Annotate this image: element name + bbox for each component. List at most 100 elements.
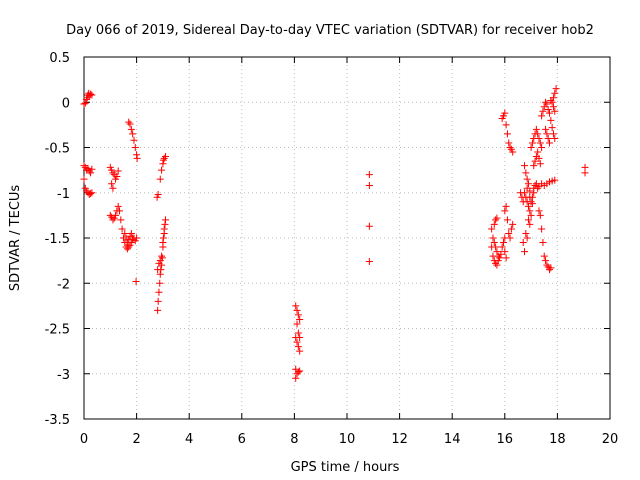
data-point (551, 89, 559, 97)
data-point (503, 130, 511, 138)
data-point (549, 130, 557, 138)
x-tick-label: 4 (185, 432, 193, 447)
x-tick-label: 12 (391, 432, 408, 447)
x-tick-label: 18 (549, 432, 566, 447)
data-point (154, 297, 162, 305)
data-point (549, 103, 557, 111)
data-point (493, 261, 501, 269)
data-point (116, 207, 124, 215)
data-point (162, 153, 170, 161)
data-point (528, 200, 536, 208)
data-point (544, 105, 552, 113)
y-tick-label: -3 (57, 368, 70, 383)
x-tick-label: 2 (132, 432, 140, 447)
data-point (130, 136, 138, 144)
data-point (126, 120, 134, 128)
data-point (522, 169, 530, 177)
data-point (538, 225, 546, 233)
data-point (114, 167, 122, 175)
data-point (490, 239, 498, 247)
data-point (527, 144, 535, 151)
data-point (160, 229, 168, 237)
data-point (506, 234, 514, 242)
data-point (538, 144, 546, 151)
data-point (544, 134, 552, 142)
data-point (505, 139, 513, 147)
data-point (127, 229, 135, 237)
data-point (489, 252, 497, 260)
data-point (581, 169, 589, 177)
data-point (535, 207, 543, 215)
data-point (162, 216, 170, 224)
data-point (536, 211, 544, 219)
data-point (294, 368, 302, 376)
data-point (547, 96, 555, 104)
data-point (526, 207, 534, 215)
data-point (488, 243, 496, 251)
data-point (524, 202, 532, 210)
data-point (87, 190, 95, 198)
data-point (505, 229, 513, 237)
data-point (80, 175, 88, 183)
data-point (526, 220, 534, 228)
data-point (540, 252, 548, 260)
data-point (509, 220, 517, 228)
data-point (123, 245, 131, 253)
y-tick-label: -1 (57, 187, 70, 202)
data-point (294, 311, 302, 319)
data-point (542, 98, 550, 106)
data-point (154, 191, 162, 199)
data-point (133, 151, 141, 159)
data-point (503, 216, 511, 224)
data-point (85, 89, 93, 97)
data-point (156, 279, 164, 287)
x-tick-label: 0 (80, 432, 88, 447)
data-point (121, 229, 129, 237)
data-point (551, 176, 559, 184)
data-point (293, 320, 301, 328)
data-point (160, 154, 168, 162)
data-point (88, 91, 96, 99)
data-point (292, 302, 300, 310)
data-point (155, 288, 163, 296)
data-point (523, 234, 531, 242)
data-point (87, 169, 95, 177)
data-point (501, 109, 509, 117)
data-point (543, 261, 551, 269)
y-tick-label: 0.5 (49, 51, 70, 66)
data-point (83, 187, 91, 195)
x-tick-label: 20 (602, 432, 619, 447)
data-point (158, 254, 166, 262)
chart-title: Day 066 of 2019, Sidereal Day-to-day VTE… (66, 23, 594, 38)
data-point (528, 139, 536, 147)
data-point (522, 229, 530, 237)
data-point (88, 165, 96, 173)
data-point (524, 216, 532, 224)
x-tick-label: 16 (497, 432, 514, 447)
data-point (499, 239, 507, 247)
data-point (519, 198, 527, 206)
data-point (296, 367, 304, 375)
axis-ticks: 0 2 4 6 8 10 12 14 16 18 20 -3.5 -3 -2.5 -2 -1.5 -1 -0.5 0… (45, 51, 619, 447)
data-point (294, 343, 302, 351)
data-point (489, 234, 497, 242)
data-point (117, 216, 125, 224)
data-point (519, 239, 527, 247)
data-point (497, 250, 505, 258)
data-point (293, 306, 301, 314)
data-point (536, 160, 544, 168)
data-point (543, 100, 551, 108)
data-point (492, 216, 500, 224)
data-point (521, 248, 529, 256)
data-point (532, 125, 540, 133)
data-point (81, 99, 89, 107)
data-point (498, 243, 506, 251)
x-axis-label: GPS time / hours (291, 460, 400, 475)
data-point (534, 130, 542, 138)
data-point (159, 239, 167, 247)
y-tick-label: -0.5 (45, 142, 70, 157)
data-point (159, 234, 167, 242)
data-point (546, 266, 554, 274)
data-point (539, 239, 547, 247)
